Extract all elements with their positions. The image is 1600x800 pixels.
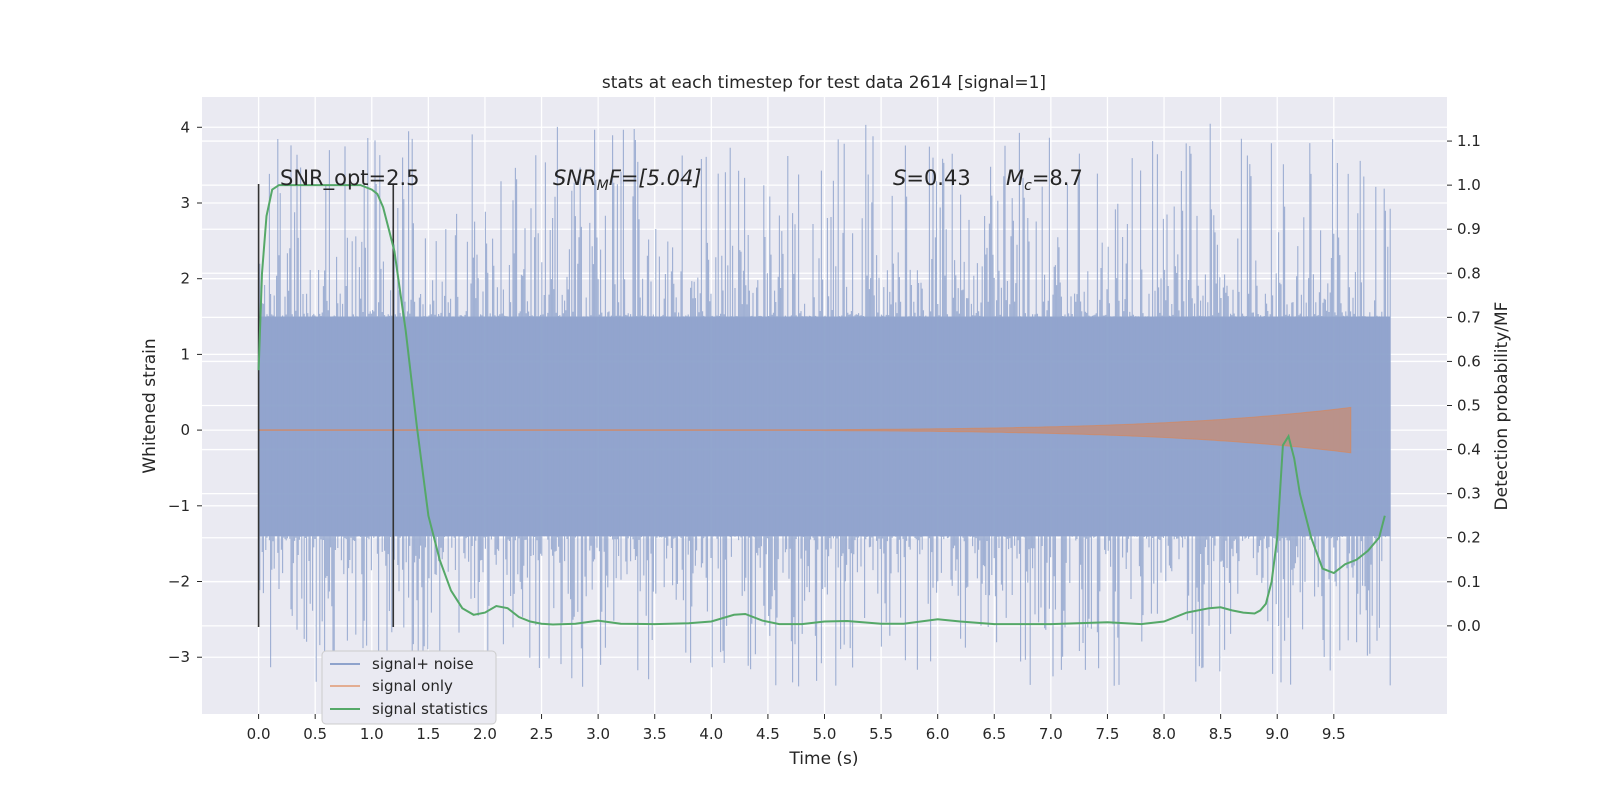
- y2-tick-label: 0.8: [1457, 264, 1481, 282]
- legend-label-signal: signal only: [372, 677, 453, 695]
- x-tick-label: 6.5: [982, 725, 1006, 743]
- x-tick-label: 2.5: [530, 725, 554, 743]
- x-tick-label: 5.0: [813, 725, 837, 743]
- annotation-s-prefix: S: [893, 166, 906, 190]
- y2-axis-label: Detection probability/MF: [1492, 302, 1512, 511]
- annotation-snr-mf-prefix: SNR: [553, 166, 597, 190]
- y2-tick-label: 0.0: [1457, 617, 1481, 635]
- x-tick-label: 6.0: [926, 725, 950, 743]
- x-tick-label: 7.5: [1096, 725, 1120, 743]
- x-tick-label: 2.0: [473, 725, 497, 743]
- annotation-mc-prefix: M: [1006, 166, 1024, 190]
- x-tick-label: 5.5: [869, 725, 893, 743]
- x-tick-label: 8.5: [1209, 725, 1233, 743]
- signal-envelope: [258, 406, 1352, 454]
- y-tick-label: 2: [180, 270, 190, 288]
- x-tick-label: 4.5: [756, 725, 780, 743]
- series-signal-only: [258, 406, 1352, 454]
- y-tick-label: 1: [180, 345, 190, 363]
- y-tick-label: 0: [180, 421, 190, 439]
- x-tick-label: 0.5: [303, 725, 327, 743]
- x-tick-label: 1.5: [416, 725, 440, 743]
- y-axis-label: Whitened strain: [140, 338, 160, 473]
- x-axis-label: Time (s): [788, 749, 858, 769]
- y2-tick-label: 0.1: [1457, 573, 1481, 591]
- annotation-snr-mf: SNRMF=[5.04]: [553, 166, 702, 194]
- y2-tick-label: 0.4: [1457, 441, 1481, 459]
- annotation-snr-opt: SNR_opt=2.5: [280, 166, 420, 191]
- y-tick-label: 4: [180, 118, 190, 136]
- x-tick-label: 9.0: [1265, 725, 1289, 743]
- annotation-mc-suffix: =8.7: [1032, 166, 1083, 190]
- legend-box: [321, 650, 497, 725]
- annotation-s: S=0.43: [893, 166, 971, 190]
- y-tick-label: −1: [168, 497, 190, 515]
- y2-tick-label: 0.3: [1457, 485, 1481, 503]
- x-axis-ticks: 0.0 0.5 1.0 1.5 2.0 2.5 3.0 3.5 4.0 4.5 5.0 5.5 6.0 6…: [247, 714, 1346, 743]
- chart-title: stats at each timestep for test data 261…: [602, 73, 1046, 93]
- y-axis-ticks: −3 −2 −1 0 1 2 3 4: [168, 118, 202, 666]
- statistics-line: [257, 184, 1386, 626]
- annotation-snr-mf-sub: M: [597, 178, 609, 194]
- vertical-markers: [257, 184, 395, 627]
- y-tick-label: −2: [168, 573, 190, 591]
- x-tick-label: 1.0: [360, 725, 384, 743]
- y2-tick-label: 1.1: [1457, 132, 1481, 150]
- y2-tick-label: 0.5: [1457, 397, 1481, 415]
- x-tick-label: 8.0: [1152, 725, 1176, 743]
- annotation-snr-mf-suffix: F=[5.04]: [609, 166, 702, 190]
- x-tick-label: 0.0: [247, 725, 271, 743]
- y2-tick-label: 0.9: [1457, 220, 1481, 238]
- x-tick-label: 4.0: [699, 725, 723, 743]
- x-tick-label: 7.0: [1039, 725, 1063, 743]
- y-tick-label: −3: [168, 648, 190, 666]
- y-tick-label: 3: [180, 194, 190, 212]
- y2-tick-label: 0.2: [1457, 529, 1481, 547]
- annotation-mc-sub: c: [1024, 178, 1032, 194]
- x-tick-label: 3.0: [586, 725, 610, 743]
- y2-tick-label: 0.6: [1457, 352, 1481, 370]
- x-tick-label: 9.5: [1322, 725, 1346, 743]
- legend-label-noise: signal+ noise: [372, 655, 474, 673]
- annotation-s-suffix: =0.43: [906, 166, 970, 190]
- legend: signal+ noise signal only signal statist…: [321, 650, 497, 725]
- y2-tick-label: 0.7: [1457, 308, 1481, 326]
- series-signal-statistics: [257, 184, 1386, 626]
- y2-axis-ticks: 0.0 0.1 0.2 0.3 0.4 0.5 0.6 0.7 0.8 0.9 1.0 1.1: [1447, 132, 1481, 635]
- y2-tick-label: 1.0: [1457, 176, 1481, 194]
- x-tick-label: 3.5: [643, 725, 667, 743]
- legend-label-stat: signal statistics: [372, 700, 488, 718]
- annotation-mc: Mc=8.7: [1006, 166, 1083, 194]
